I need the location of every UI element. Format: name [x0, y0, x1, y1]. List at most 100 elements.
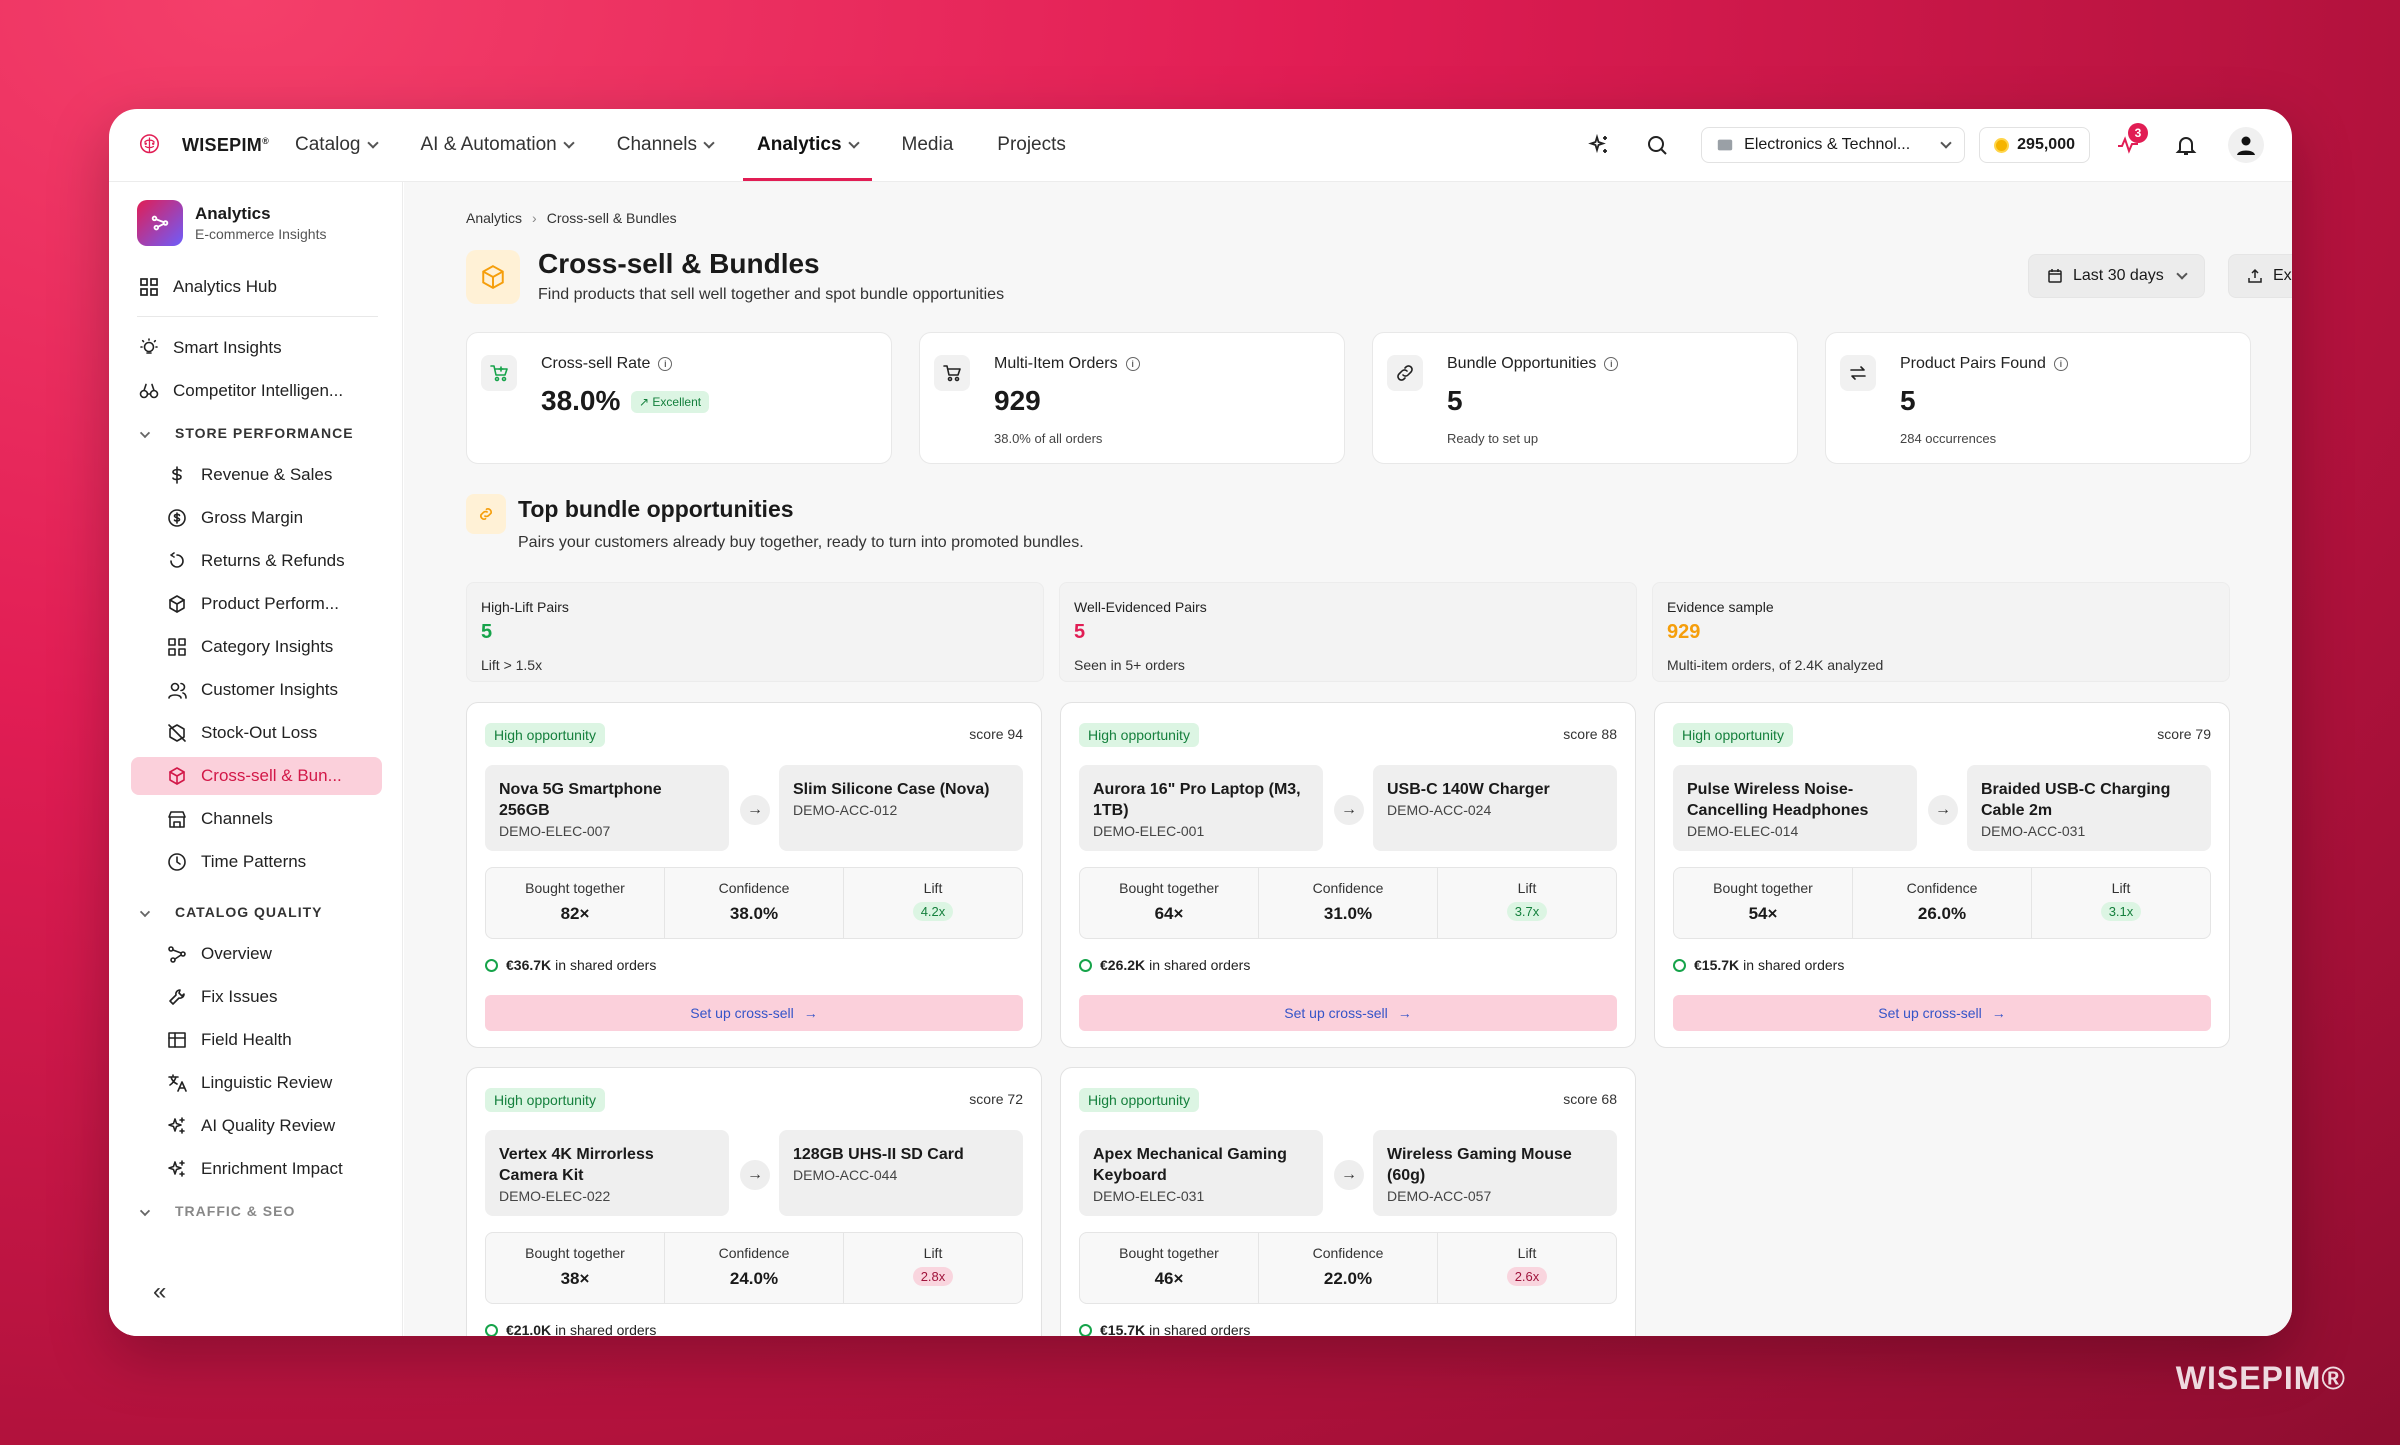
sidebar-item-fix-issues[interactable]: Fix Issues: [131, 978, 382, 1016]
collapse-sidebar-button[interactable]: «: [153, 1278, 167, 1305]
nav-label: Analytics: [757, 134, 842, 155]
stat-subtext: Lift > 1.5x: [481, 657, 543, 673]
set-up-cross-sell-button[interactable]: Set up cross-sell →: [1079, 995, 1617, 1031]
sidebar-item-overview[interactable]: Overview: [131, 935, 382, 973]
shared-orders: €36.7K in shared orders: [485, 957, 656, 973]
sidebar-section-label: CATALOG QUALITY: [175, 904, 323, 920]
sidebar-item-customer-insights[interactable]: Customer Insights: [131, 671, 382, 709]
score-label: score 68: [1563, 1091, 1617, 1107]
sidebar-item-cross-sell-bun[interactable]: Cross-sell & Bun...: [131, 757, 382, 795]
score-label: score 94: [969, 726, 1023, 742]
date-range-button[interactable]: Last 30 days: [2028, 254, 2205, 298]
credits-balance[interactable]: 295,000: [1979, 127, 2090, 163]
product-a[interactable]: Aurora 16" Pro Laptop (M3, 1TB) DEMO-ELEC…: [1079, 765, 1323, 851]
ai-sparkle-button[interactable]: [1579, 125, 1619, 165]
metric-confidence: Confidence 22.0%: [1259, 1233, 1438, 1303]
sidebar-item-returns-refunds[interactable]: Returns & Refunds: [131, 542, 382, 580]
product-sku: DEMO-ELEC-014: [1687, 823, 1799, 839]
sidebar-item-gross-margin[interactable]: Gross Margin: [131, 499, 382, 537]
nav-channels[interactable]: Channels: [603, 109, 727, 181]
sidebar-item-label: Fix Issues: [201, 987, 278, 1006]
kpi-label: Multi-Item Orders i: [994, 355, 1140, 373]
product-b[interactable]: Slim Silicone Case (Nova) DEMO-ACC-012: [779, 765, 1023, 851]
stat-value: 5: [1074, 621, 1086, 643]
product-b[interactable]: Wireless Gaming Mouse (60g) DEMO-ACC-057: [1373, 1130, 1617, 1216]
info-icon[interactable]: i: [1604, 357, 1619, 371]
score-label: score 72: [969, 1091, 1023, 1107]
chevron-down-icon: [1940, 136, 1952, 149]
sidebar-item-ai-quality-review[interactable]: AI Quality Review: [131, 1107, 382, 1145]
nav-projects[interactable]: Projects: [983, 109, 1080, 181]
product-a[interactable]: Apex Mechanical Gaming Keyboard DEMO-ELEC…: [1079, 1130, 1323, 1216]
arrow-right-icon: →: [1334, 795, 1364, 825]
breadcrumb-analytics[interactable]: Analytics: [466, 210, 523, 226]
product-b[interactable]: Braided USB-C Charging Cable 2m DEMO-ACC-…: [1967, 765, 2211, 851]
score-label: score 88: [1563, 726, 1617, 742]
section-title: Top bundle opportunities: [518, 496, 794, 522]
product-name: Slim Silicone Case (Nova): [793, 781, 990, 798]
metric-bought-together: Bought together 64×: [1080, 868, 1259, 938]
metric-confidence: Confidence 31.0%: [1259, 868, 1438, 938]
sidebar-section-catalog-quality[interactable]: CATALOG QUALITY: [131, 894, 382, 930]
sidebar-item-smart-insights[interactable]: Smart Insights: [131, 329, 382, 367]
sidebar-item-channels[interactable]: Channels: [131, 800, 382, 838]
export-button[interactable]: Export: [2228, 254, 2292, 298]
sidebar-item-time-patterns[interactable]: Time Patterns: [131, 843, 382, 881]
coin-icon: [485, 958, 498, 972]
cart-plus-icon: [490, 365, 508, 382]
info-icon[interactable]: i: [658, 357, 673, 371]
score-label: score 79: [2157, 726, 2211, 742]
user-avatar[interactable]: [2228, 127, 2264, 163]
sidebar-section-traffic-seo[interactable]: TRAFFIC & SEO: [131, 1193, 382, 1229]
notifications-button[interactable]: [2166, 125, 2206, 165]
sidebar-item-product-perform[interactable]: Product Perform...: [131, 585, 382, 623]
kpi-value: 929: [994, 385, 1041, 416]
metrics-row: Bought together 64× Confidence 31.0% Lift 3.7…: [1079, 867, 1617, 939]
info-icon[interactable]: i: [1125, 357, 1140, 371]
sidebar-divider: [137, 316, 378, 317]
metrics-row: Bought together 82× Confidence 38.0% Lift 4.2…: [485, 867, 1023, 939]
store-icon: [1717, 139, 1733, 151]
product-a[interactable]: Nova 5G Smartphone 256GB DEMO-ELEC-007: [485, 765, 729, 851]
set-up-cross-sell-button[interactable]: Set up cross-sell →: [1673, 995, 2211, 1031]
store-selector[interactable]: Electronics & Technol...: [1701, 127, 1966, 163]
sidebar-item-linguistic-review[interactable]: Linguistic Review: [131, 1064, 382, 1102]
kpi-value: 38.0%: [541, 385, 621, 416]
info-icon[interactable]: i: [2053, 357, 2068, 371]
cart-icon: [943, 365, 961, 382]
sidebar-section-store-performance[interactable]: STORE PERFORMANCE: [131, 415, 382, 451]
sidebar-item-enrichment-impact[interactable]: Enrichment Impact: [131, 1150, 382, 1188]
product-a[interactable]: Pulse Wireless Noise-Cancelling Headphon…: [1673, 765, 1917, 851]
product-a[interactable]: Vertex 4K Mirrorless Camera Kit DEMO-ELEC…: [485, 1130, 729, 1216]
sidebar-item-revenue-sales[interactable]: Revenue & Sales: [131, 456, 382, 494]
stat-value: 5: [481, 621, 493, 643]
product-b[interactable]: 128GB UHS-II SD Card DEMO-ACC-044: [779, 1130, 1023, 1216]
sidebar-item-analytics-hub[interactable]: Analytics Hub: [131, 268, 382, 306]
translate-icon: [168, 1074, 187, 1092]
search-button[interactable]: [1637, 125, 1677, 165]
box-icon: [169, 595, 185, 613]
nav-media[interactable]: Media: [888, 109, 968, 181]
coin-icon: [1079, 958, 1092, 972]
brand-logo[interactable]: WISEPIM®: [137, 125, 269, 165]
bundle-card: High opportunity score 94 Nova 5G Smartpho…: [466, 702, 1042, 1048]
set-up-cross-sell-button[interactable]: Set up cross-sell →: [485, 995, 1023, 1031]
sidebar-item-category-insights[interactable]: Category Insights: [131, 628, 382, 666]
opportunity-badge: High opportunity: [485, 1088, 605, 1112]
product-b[interactable]: USB-C 140W Charger DEMO-ACC-024: [1373, 765, 1617, 851]
product-name: Wireless Gaming Mouse (60g): [1387, 1146, 1572, 1184]
kpi-card-product-pairs-found: Product Pairs Found i 5 284 occurrences: [1825, 332, 2251, 464]
activity-button[interactable]: 3: [2108, 123, 2148, 165]
chevron-down-icon: [703, 136, 715, 149]
lift-badge: 2.8x: [912, 1267, 954, 1286]
sidebar-item-competitor-intelligen[interactable]: Competitor Intelligen...: [131, 372, 382, 410]
nav-catalog[interactable]: Catalog: [281, 109, 391, 181]
grid-icon: [140, 278, 158, 296]
nav-analytics[interactable]: Analytics: [743, 109, 873, 181]
lift-badge: 4.2x: [912, 902, 954, 921]
nav-ai-automation[interactable]: AI & Automation: [407, 109, 587, 181]
sidebar-item-label: Gross Margin: [201, 508, 304, 527]
nodes-icon: [168, 946, 186, 963]
sidebar-item-stock-out-loss[interactable]: Stock-Out Loss: [131, 714, 382, 752]
sidebar-item-field-health[interactable]: Field Health: [131, 1021, 382, 1059]
